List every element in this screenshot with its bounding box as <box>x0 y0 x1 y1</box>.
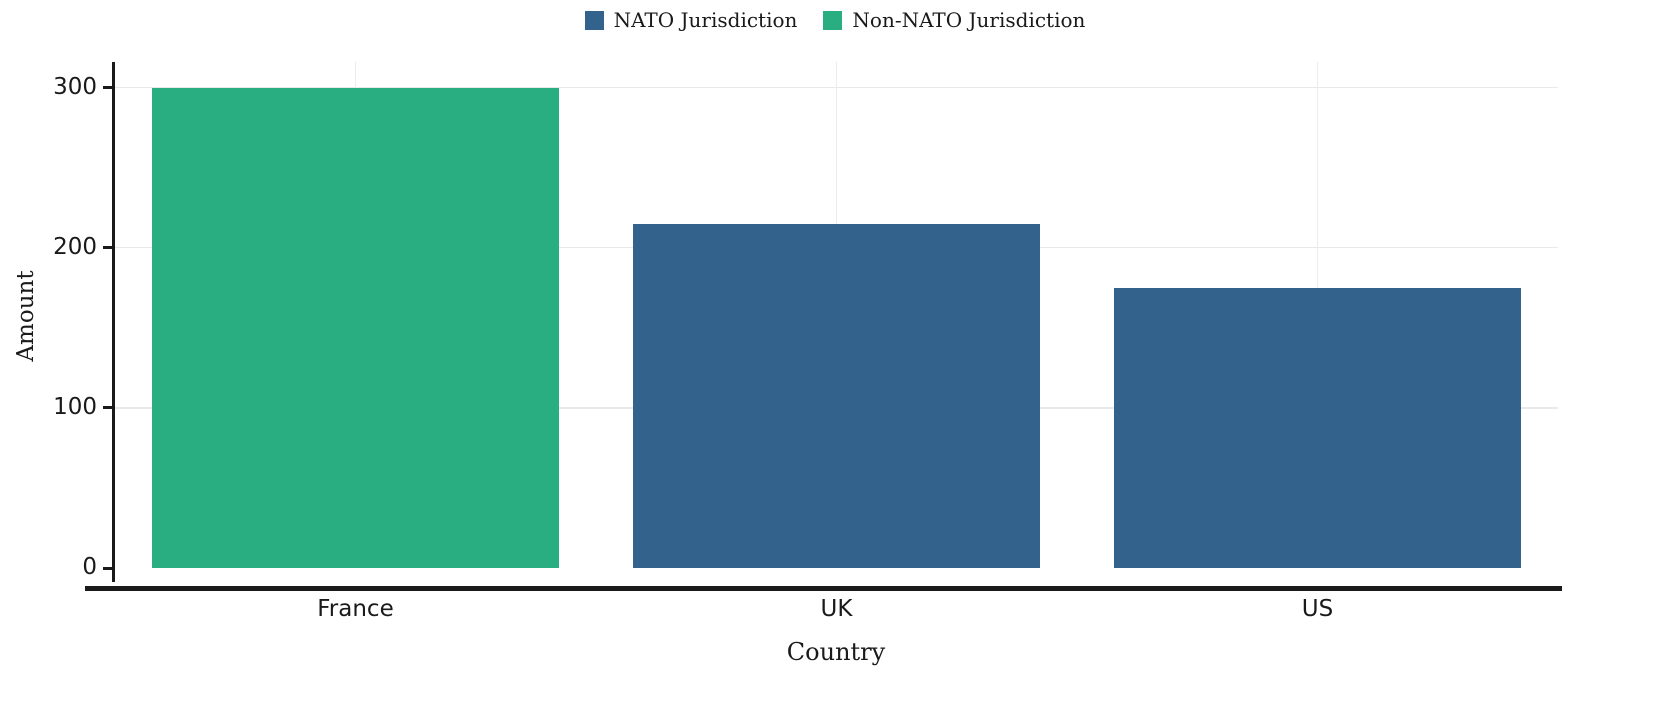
bar-uk <box>633 223 1040 568</box>
y-tick-label: 100 <box>53 393 97 420</box>
legend-swatch-icon <box>823 10 843 30</box>
y-axis-label: Amount <box>13 270 39 362</box>
x-axis-label: Country <box>786 638 886 666</box>
chart-legend: NATO Jurisdiction Non-NATO Jurisdiction <box>0 8 1670 32</box>
bar-us <box>1114 287 1521 568</box>
legend-label: Non-NATO Jurisdiction <box>852 8 1086 32</box>
y-tick-label: 300 <box>53 73 97 100</box>
y-tick-mark <box>103 246 112 250</box>
bottom-axis-spine <box>85 586 1562 591</box>
y-tick-label: 0 <box>82 554 97 580</box>
x-tick-label: US <box>1301 596 1334 622</box>
legend-label: NATO Jurisdiction <box>613 8 798 32</box>
legend-swatch-icon <box>584 10 604 30</box>
x-tick-label: UK <box>820 596 853 622</box>
legend-item: Non-NATO Jurisdiction <box>823 8 1085 32</box>
x-tick-label: France <box>317 596 394 622</box>
bar-france <box>152 87 559 568</box>
y-tick-mark <box>103 86 112 90</box>
legend-item: NATO Jurisdiction <box>584 8 798 32</box>
y-tick-mark <box>103 406 112 410</box>
y-tick-label: 200 <box>53 233 97 260</box>
left-axis-spine <box>112 62 115 582</box>
y-tick-mark <box>103 566 112 570</box>
